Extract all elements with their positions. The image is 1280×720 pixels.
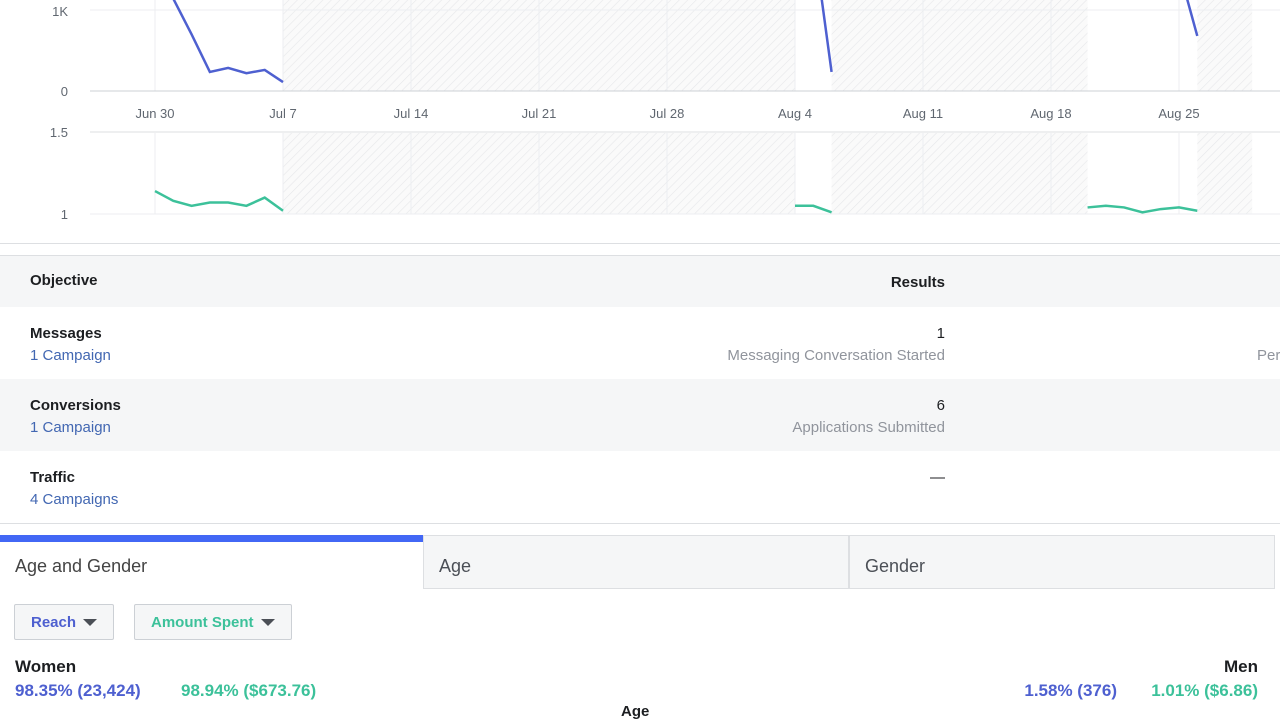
result-value: 6 xyxy=(936,397,945,414)
x-tick-label: Jul 21 xyxy=(522,106,557,121)
x-tick-label: Jun 30 xyxy=(135,106,174,121)
amount-spent-label: Amount Spent xyxy=(151,613,254,631)
result-value: — xyxy=(930,469,945,486)
amount-spent-line xyxy=(1087,204,1198,214)
results-header: Results xyxy=(890,274,945,291)
reach-line xyxy=(820,0,833,73)
y-tick-1-5: 1.5 xyxy=(50,125,68,140)
x-tick-label: Aug 18 xyxy=(1030,106,1071,121)
tab-age-and-gender[interactable]: Age and Gender xyxy=(0,535,423,589)
women-label: Women xyxy=(15,657,77,676)
no-data-region xyxy=(831,0,1088,91)
table-row: Conversions 1 Campaign 6 Applications Su… xyxy=(0,379,1280,451)
campaigns-link[interactable]: 1 Campaign xyxy=(30,347,111,364)
reach-label: Reach xyxy=(31,613,77,631)
objective-name: Traffic xyxy=(30,469,76,486)
table-row: Messages 1 Campaign 1 Messaging Conversa… xyxy=(0,307,1280,379)
caret-down-icon xyxy=(260,618,275,626)
x-tick-label: Jul 14 xyxy=(394,106,429,121)
no-data-region xyxy=(1197,0,1253,91)
tab-gender[interactable]: Gender xyxy=(849,535,1275,589)
result-label: Messaging Conversation Started xyxy=(727,347,945,364)
no-data-region xyxy=(1197,133,1253,214)
table-row: Traffic 4 Campaigns — xyxy=(0,451,1280,523)
men-label: Men xyxy=(1224,657,1258,676)
performance-chart: 1K 0 1.5 1 Jun 30 Jul 7 Jul 14 Jul 21 Jul 28… xyxy=(50,0,1280,222)
women-reach: 98.35% (23,424) xyxy=(15,681,141,700)
y-tick-1: 1 xyxy=(61,207,68,222)
campaigns-link[interactable]: 4 Campaigns xyxy=(30,491,119,508)
objective-name: Conversions xyxy=(30,397,121,414)
y-tick-0: 0 xyxy=(61,84,68,99)
age-axis-label: Age xyxy=(621,703,650,720)
x-tick-label: Aug 25 xyxy=(1158,106,1199,121)
divider xyxy=(0,243,1280,244)
objective-name: Messages xyxy=(30,325,102,342)
objective-header: Objective xyxy=(30,272,98,289)
men-reach: 1.58% (376) xyxy=(1024,681,1117,700)
amount-spent-line xyxy=(154,189,284,212)
reach-line xyxy=(172,0,284,84)
tab-age[interactable]: Age xyxy=(423,535,849,589)
truncated-label: Per xyxy=(1257,347,1280,364)
table-header: Objective Results xyxy=(0,256,1280,307)
x-tick-label: Aug 11 xyxy=(903,106,943,121)
x-tick-label: Jul 28 xyxy=(650,106,685,121)
reach-line xyxy=(1186,0,1199,37)
x-tick-label: Jul 7 xyxy=(269,106,296,121)
amount-spent-dropdown[interactable]: Amount Spent xyxy=(134,604,292,640)
breakdown-tabs: Age and Gender Age Gender xyxy=(0,535,1275,589)
men-spent: 1.01% ($6.86) xyxy=(1151,681,1258,700)
y-tick-1k: 1K xyxy=(52,4,68,19)
amount-spent-line xyxy=(795,204,832,214)
reach-dropdown[interactable]: Reach xyxy=(14,604,115,640)
no-data-region xyxy=(831,133,1088,214)
objectives-table: Objective Results Messages 1 Campaign 1 … xyxy=(0,255,1280,524)
result-label: Applications Submitted xyxy=(792,419,945,436)
women-spent: 98.94% ($673.76) xyxy=(181,681,317,700)
campaigns-link[interactable]: 1 Campaign xyxy=(30,419,111,436)
result-value: 1 xyxy=(936,325,945,342)
caret-down-icon xyxy=(83,618,98,626)
x-tick-label: Aug 4 xyxy=(778,106,812,121)
